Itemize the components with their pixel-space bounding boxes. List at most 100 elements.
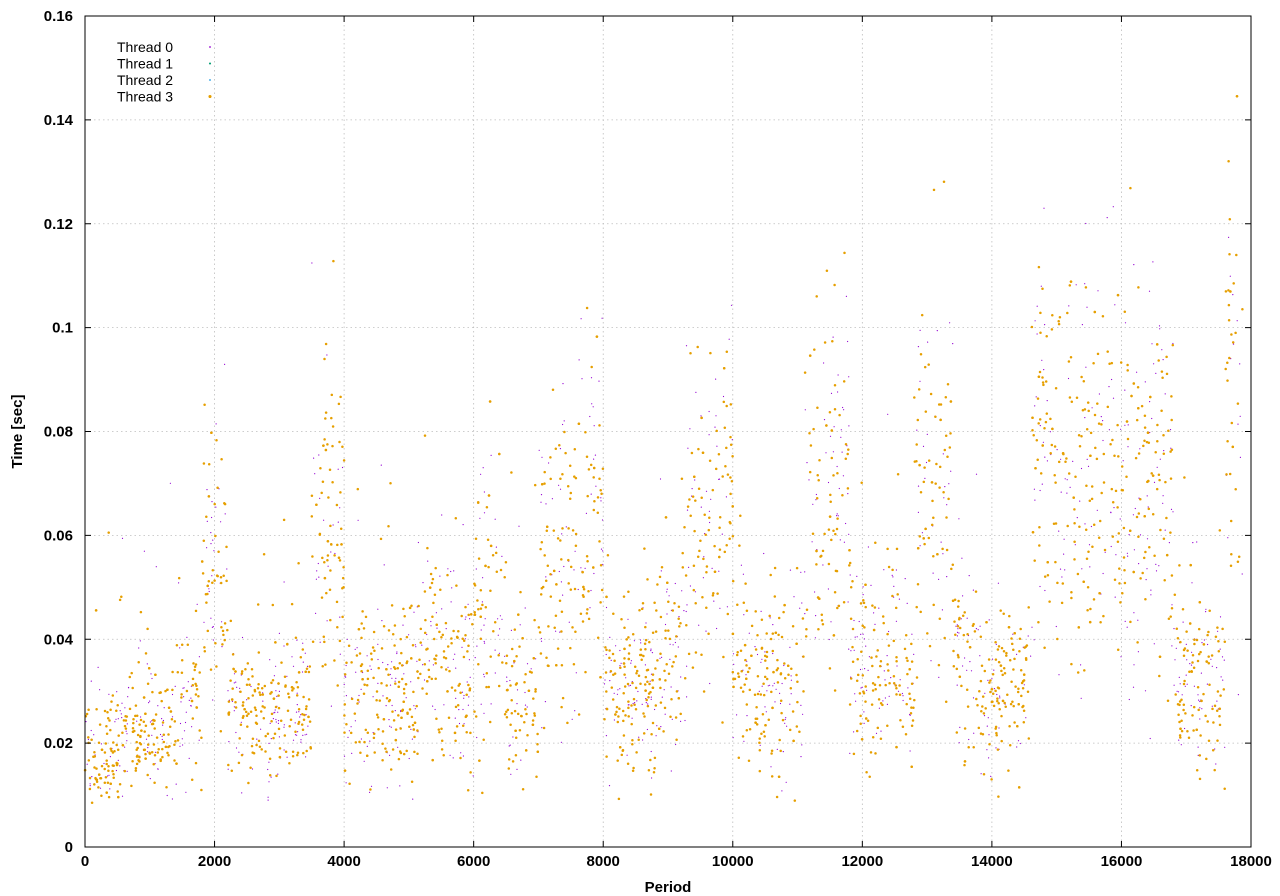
data-point bbox=[845, 522, 847, 525]
data-point bbox=[723, 426, 727, 429]
data-point bbox=[220, 521, 222, 523]
data-point bbox=[942, 453, 944, 455]
data-point bbox=[1192, 729, 1195, 732]
data-point bbox=[413, 611, 415, 613]
data-point bbox=[140, 716, 142, 718]
data-point bbox=[941, 609, 944, 611]
data-point bbox=[124, 719, 128, 722]
data-point bbox=[453, 570, 455, 572]
data-point bbox=[212, 626, 214, 628]
data-point bbox=[1064, 569, 1066, 571]
data-point bbox=[428, 660, 430, 662]
data-point bbox=[689, 514, 692, 518]
data-point bbox=[224, 363, 226, 365]
data-point bbox=[1158, 565, 1160, 567]
data-point bbox=[1060, 491, 1062, 493]
data-point bbox=[756, 653, 759, 656]
data-point bbox=[748, 666, 751, 670]
data-point bbox=[601, 317, 603, 319]
data-point bbox=[988, 619, 990, 621]
data-point bbox=[268, 761, 270, 763]
data-point bbox=[343, 755, 346, 757]
data-point bbox=[1091, 407, 1093, 409]
data-point bbox=[821, 549, 825, 553]
data-point bbox=[663, 689, 665, 691]
data-point bbox=[231, 700, 233, 703]
data-point bbox=[97, 786, 100, 789]
data-point bbox=[628, 685, 630, 687]
data-point bbox=[389, 482, 392, 485]
data-point bbox=[1210, 658, 1212, 660]
data-point bbox=[250, 685, 252, 688]
data-point bbox=[211, 501, 213, 503]
data-point bbox=[1175, 647, 1177, 649]
data-point bbox=[1170, 447, 1172, 449]
data-point bbox=[659, 686, 662, 690]
data-point bbox=[269, 722, 271, 725]
data-point bbox=[1010, 637, 1013, 640]
data-point bbox=[722, 395, 725, 398]
data-point bbox=[399, 637, 402, 641]
data-point bbox=[842, 475, 845, 477]
data-point bbox=[277, 727, 281, 731]
data-point bbox=[1190, 705, 1192, 707]
data-point bbox=[1181, 694, 1183, 696]
data-point bbox=[183, 696, 185, 698]
data-point bbox=[467, 704, 469, 706]
data-point bbox=[169, 482, 171, 484]
data-point bbox=[547, 625, 550, 628]
data-point bbox=[600, 500, 602, 502]
data-point bbox=[748, 632, 750, 634]
data-point bbox=[388, 719, 390, 721]
data-point bbox=[733, 663, 735, 666]
data-point bbox=[1044, 456, 1046, 458]
data-point bbox=[1033, 488, 1035, 490]
data-point bbox=[186, 636, 188, 639]
data-point bbox=[194, 693, 198, 696]
data-point bbox=[1150, 472, 1153, 475]
data-point bbox=[1059, 568, 1062, 570]
data-point bbox=[402, 624, 404, 626]
data-point bbox=[176, 670, 180, 674]
data-point bbox=[911, 633, 913, 635]
data-point bbox=[450, 570, 452, 573]
data-point bbox=[1033, 639, 1035, 641]
data-point bbox=[886, 663, 889, 666]
data-point bbox=[233, 682, 235, 684]
data-point bbox=[463, 694, 465, 697]
data-point bbox=[377, 658, 379, 661]
data-point bbox=[1178, 676, 1180, 679]
data-point bbox=[1137, 619, 1139, 621]
data-point bbox=[998, 708, 1001, 711]
data-point bbox=[848, 425, 850, 427]
data-point bbox=[1038, 370, 1042, 374]
data-point bbox=[574, 710, 576, 712]
data-point bbox=[1097, 290, 1099, 292]
data-point bbox=[1211, 665, 1213, 667]
data-point bbox=[661, 656, 663, 659]
data-point bbox=[1148, 545, 1151, 549]
data-point bbox=[288, 761, 291, 765]
data-point bbox=[853, 731, 855, 733]
data-point bbox=[858, 620, 860, 623]
data-point bbox=[681, 590, 683, 592]
data-point bbox=[441, 633, 445, 637]
data-point bbox=[227, 690, 229, 692]
data-point bbox=[849, 574, 851, 576]
data-point bbox=[326, 354, 328, 356]
data-point bbox=[600, 497, 602, 499]
data-point bbox=[1075, 284, 1077, 286]
data-point bbox=[438, 630, 441, 634]
data-point bbox=[296, 734, 298, 736]
data-point bbox=[887, 413, 889, 415]
data-point bbox=[1207, 643, 1209, 646]
data-point bbox=[804, 613, 806, 615]
data-point bbox=[811, 541, 813, 543]
data-point bbox=[121, 795, 124, 797]
data-point bbox=[1027, 635, 1029, 637]
data-point bbox=[163, 707, 165, 709]
data-point bbox=[922, 445, 925, 447]
data-point bbox=[1040, 285, 1042, 287]
data-point bbox=[450, 686, 454, 689]
data-point bbox=[1087, 465, 1090, 467]
